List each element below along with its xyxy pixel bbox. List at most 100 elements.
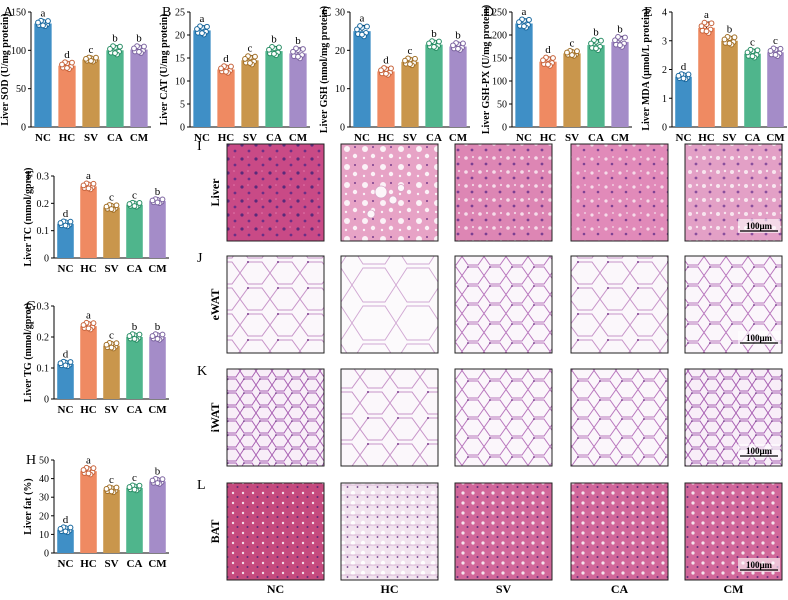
y-tick-label: 10 bbox=[335, 84, 345, 95]
panel-label: B bbox=[162, 5, 171, 20]
sample-point bbox=[67, 524, 74, 531]
sample-point bbox=[545, 61, 551, 68]
sample-point bbox=[721, 36, 728, 43]
y-axis-label: Liver TC (mmol/gprot) bbox=[23, 168, 34, 267]
x-tick-label: HC bbox=[540, 132, 557, 144]
y-tick-label: 0.3 bbox=[37, 172, 50, 183]
bar-sv bbox=[82, 59, 100, 127]
y-tick-label: 150 bbox=[492, 54, 507, 65]
panel-label: I bbox=[197, 139, 202, 154]
sample-point bbox=[57, 526, 64, 532]
significance-letter: c bbox=[248, 43, 253, 55]
sample-point bbox=[612, 37, 618, 44]
sample-point bbox=[136, 48, 142, 55]
y-tick-label: 0 bbox=[340, 123, 345, 134]
y-tick-label: 2 bbox=[662, 65, 667, 76]
sample-point bbox=[40, 22, 46, 29]
bar-sv bbox=[401, 61, 419, 128]
bar-cm bbox=[149, 481, 166, 553]
x-tick-label: CM bbox=[148, 263, 167, 275]
x-tick-label: NC bbox=[354, 132, 370, 144]
x-tick-label: CM bbox=[148, 558, 167, 570]
y-tick-label: 0 bbox=[662, 123, 667, 134]
x-tick-label: HC bbox=[59, 132, 76, 144]
sample-point bbox=[85, 325, 92, 332]
sample-point bbox=[149, 333, 156, 339]
micrograph-frame bbox=[684, 368, 783, 467]
panel-label: A bbox=[3, 5, 14, 20]
y-tick-label: 30 bbox=[335, 8, 345, 19]
scale-bar-backdrop bbox=[738, 219, 780, 233]
x-tick-label: CA bbox=[127, 558, 143, 570]
x-tick-label: CA bbox=[127, 263, 143, 275]
y-tick-label: 0 bbox=[44, 549, 49, 560]
significance-letter: a bbox=[360, 12, 365, 24]
sample-point bbox=[295, 53, 301, 60]
micrograph-frame bbox=[340, 255, 439, 354]
tissue-label: BAT bbox=[208, 520, 222, 544]
sample-point bbox=[364, 23, 370, 30]
group-column-label: SV bbox=[496, 582, 512, 596]
x-tick-label: CA bbox=[426, 132, 442, 144]
sample-point bbox=[685, 71, 692, 78]
sample-point bbox=[64, 65, 70, 71]
y-tick-label: 0 bbox=[44, 395, 49, 406]
significance-letter: c bbox=[89, 44, 94, 56]
bar-ca bbox=[425, 44, 443, 128]
micrograph-ewat-ca bbox=[571, 256, 668, 353]
bar-ca bbox=[744, 53, 761, 127]
significance-letter: a bbox=[86, 454, 91, 466]
histology-row-bat: L BAT 100μm bbox=[197, 478, 783, 581]
micrograph-bat-sv bbox=[455, 483, 552, 580]
y-tick-label: 100 bbox=[492, 77, 507, 88]
sample-point bbox=[749, 53, 756, 60]
group-column-label: CM bbox=[724, 582, 744, 596]
sample-point bbox=[88, 58, 94, 64]
micrograph-iwat-nc bbox=[227, 369, 324, 466]
y-tick-label: 40 bbox=[39, 474, 49, 485]
group-column-label: CA bbox=[611, 582, 629, 596]
x-tick-label: SV bbox=[243, 132, 257, 144]
sample-point bbox=[247, 60, 253, 66]
sample-point bbox=[460, 40, 466, 47]
significance-letter: b bbox=[271, 34, 277, 46]
x-tick-label: CA bbox=[588, 132, 604, 144]
group-column-label: HC bbox=[381, 582, 399, 596]
sample-point bbox=[154, 480, 161, 486]
sample-point bbox=[199, 30, 205, 37]
significance-letter: c bbox=[109, 474, 114, 486]
sample-point bbox=[141, 43, 147, 50]
x-tick-label: CM bbox=[130, 132, 149, 144]
sample-point bbox=[383, 70, 389, 77]
x-tick-label: CM bbox=[611, 132, 630, 144]
micrograph-frame bbox=[454, 143, 553, 242]
micrograph-frame bbox=[454, 482, 553, 581]
sample-point bbox=[67, 218, 74, 225]
sample-point bbox=[117, 43, 123, 50]
y-axis-label: Liver MDA (µmol/L protein) bbox=[641, 8, 652, 130]
significance-letter: a bbox=[522, 6, 527, 18]
bar-ca bbox=[126, 487, 143, 553]
x-tick-label: CA bbox=[107, 132, 123, 144]
sample-point bbox=[402, 57, 408, 64]
micrograph-frame bbox=[226, 143, 325, 242]
significance-letter: c bbox=[109, 192, 114, 204]
lipid-vacuole bbox=[397, 184, 405, 192]
sample-point bbox=[431, 43, 437, 50]
sample-point bbox=[754, 47, 761, 54]
sample-point bbox=[45, 18, 51, 24]
x-tick-label: NC bbox=[516, 132, 532, 144]
sample-point bbox=[703, 28, 710, 35]
sample-point bbox=[526, 16, 532, 23]
micrograph-frame bbox=[570, 143, 669, 242]
sample-point bbox=[675, 72, 682, 79]
sample-point bbox=[113, 202, 120, 209]
bar-nc bbox=[515, 23, 533, 127]
panel-b-chart: B 0 5 10 15 20 25 Liver CAT (U/mg protein) a NC d H… bbox=[159, 5, 310, 144]
sample-point bbox=[777, 45, 784, 52]
y-tick-label: 10 bbox=[175, 77, 185, 88]
sample-point bbox=[622, 34, 628, 41]
significance-letter: c bbox=[132, 472, 137, 484]
